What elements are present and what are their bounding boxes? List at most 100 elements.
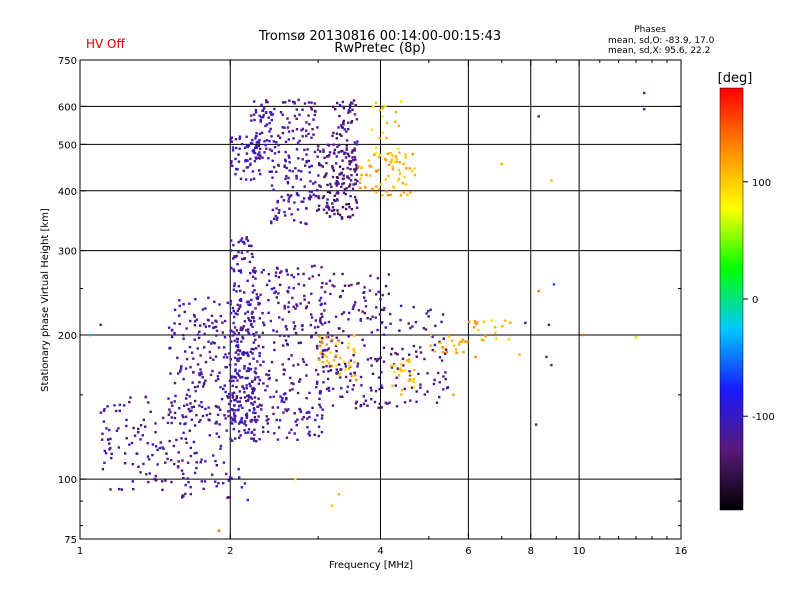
data-point (482, 339, 485, 342)
data-point (262, 107, 266, 110)
data-point (181, 494, 184, 497)
data-point (203, 332, 206, 336)
data-point (339, 150, 342, 153)
data-point (198, 381, 201, 384)
data-point (262, 382, 265, 385)
data-point (404, 153, 407, 156)
data-point (256, 405, 259, 408)
data-point (368, 164, 371, 168)
data-point (309, 194, 312, 197)
data-point (216, 413, 220, 416)
data-point (318, 397, 321, 401)
data-point (236, 372, 239, 375)
data-point (232, 375, 235, 379)
data-point (297, 194, 300, 197)
data-point (308, 430, 311, 433)
data-point (331, 134, 334, 138)
data-point (229, 358, 232, 361)
data-point (103, 407, 106, 411)
data-point (230, 329, 233, 333)
data-point (403, 369, 407, 372)
data-point (208, 350, 211, 354)
data-point (264, 143, 267, 147)
data-point (363, 311, 366, 315)
data-point (349, 160, 353, 164)
data-point (232, 330, 235, 334)
data-point (146, 455, 150, 458)
data-point (184, 367, 188, 370)
data-point (344, 156, 348, 159)
data-point (262, 430, 265, 433)
data-point (444, 348, 448, 351)
data-point (297, 341, 300, 345)
data-point (265, 111, 268, 114)
data-point (340, 312, 344, 316)
data-point (195, 466, 198, 470)
data-point (350, 101, 353, 104)
data-point (164, 479, 167, 482)
data-point (345, 130, 348, 133)
data-point (204, 460, 207, 463)
data-point (305, 411, 308, 414)
data-point (348, 163, 351, 166)
data-point (249, 142, 253, 145)
data-point (259, 120, 262, 123)
data-point (315, 386, 318, 389)
data-point (248, 244, 251, 247)
data-point (313, 326, 317, 329)
data-point (123, 462, 127, 465)
data-point (473, 319, 477, 323)
data-point (281, 126, 284, 129)
data-point (354, 374, 357, 377)
data-point (235, 329, 239, 332)
data-point (184, 422, 187, 425)
data-point (309, 180, 312, 183)
data-point (303, 148, 306, 152)
data-point (317, 161, 321, 165)
data-point (411, 153, 414, 156)
data-point (377, 156, 380, 159)
data-point (222, 461, 226, 464)
colorbar-tick-label: 100 (752, 178, 771, 189)
data-point (201, 308, 205, 311)
data-point (280, 270, 283, 273)
data-point (284, 325, 288, 328)
data-point (339, 376, 342, 379)
data-point (252, 389, 255, 392)
data-point (334, 343, 337, 346)
data-point (357, 309, 361, 312)
data-point (362, 291, 365, 295)
data-point (293, 219, 296, 222)
data-point (180, 437, 183, 440)
data-point (207, 418, 210, 421)
data-point (231, 409, 235, 412)
data-point (255, 135, 258, 138)
data-point (300, 324, 304, 328)
data-point (101, 468, 105, 471)
data-point (287, 200, 290, 203)
data-point (246, 159, 249, 162)
data-point (182, 337, 185, 340)
data-point (252, 151, 255, 154)
data-point (236, 303, 239, 307)
data-point (438, 356, 442, 359)
data-point (177, 451, 180, 454)
data-point (141, 434, 144, 437)
data-point (229, 303, 232, 306)
data-point (273, 432, 276, 435)
data-point (255, 293, 258, 296)
data-point (185, 397, 188, 400)
data-point (278, 334, 282, 337)
data-point (99, 323, 102, 326)
data-point (236, 400, 239, 403)
data-point (225, 366, 228, 369)
data-point (200, 458, 203, 461)
data-point (359, 186, 362, 190)
data-point (242, 353, 245, 356)
data-point (375, 359, 379, 363)
data-point (253, 289, 256, 292)
data-point (287, 291, 290, 294)
data-point (267, 157, 270, 160)
data-point (233, 326, 237, 329)
